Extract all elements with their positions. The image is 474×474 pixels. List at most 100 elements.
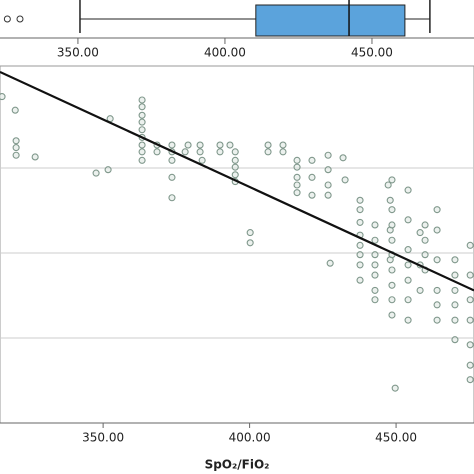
data-point bbox=[451, 301, 459, 309]
data-point bbox=[293, 163, 301, 171]
data-point bbox=[216, 141, 224, 149]
data-point bbox=[0, 93, 6, 101]
data-point bbox=[184, 141, 192, 149]
data-point bbox=[12, 151, 20, 159]
data-point bbox=[356, 206, 364, 214]
data-point bbox=[388, 311, 396, 319]
data-point bbox=[104, 166, 112, 174]
data-point bbox=[264, 141, 272, 149]
data-point bbox=[421, 236, 429, 244]
data-point bbox=[138, 126, 146, 134]
data-point bbox=[92, 169, 100, 177]
outlier bbox=[3, 15, 11, 23]
data-point bbox=[246, 229, 254, 237]
data-point bbox=[356, 241, 364, 249]
data-point bbox=[341, 176, 349, 184]
data-point bbox=[356, 218, 364, 226]
data-point bbox=[466, 271, 474, 279]
data-point bbox=[388, 296, 396, 304]
data-point bbox=[421, 221, 429, 229]
data-point bbox=[356, 261, 364, 269]
data-point bbox=[388, 221, 396, 229]
data-point bbox=[324, 151, 332, 159]
data-point bbox=[466, 241, 474, 249]
data-point bbox=[226, 141, 234, 149]
data-point bbox=[388, 236, 396, 244]
data-point bbox=[388, 206, 396, 214]
x-tick-label: 450.00 bbox=[351, 46, 393, 60]
data-point bbox=[356, 276, 364, 284]
trend-line bbox=[0, 70, 474, 292]
data-point bbox=[371, 271, 379, 279]
data-point bbox=[308, 173, 316, 181]
data-point bbox=[293, 181, 301, 189]
data-point bbox=[386, 196, 394, 204]
data-point bbox=[138, 103, 146, 111]
data-point bbox=[451, 316, 459, 324]
data-point bbox=[466, 361, 474, 369]
box bbox=[255, 4, 406, 37]
data-point bbox=[231, 156, 239, 164]
data-point bbox=[138, 156, 146, 164]
data-point bbox=[339, 154, 347, 162]
data-point bbox=[31, 153, 39, 161]
data-point bbox=[433, 226, 441, 234]
data-point bbox=[404, 316, 412, 324]
data-point bbox=[404, 296, 412, 304]
data-point bbox=[138, 141, 146, 149]
data-point bbox=[264, 148, 272, 156]
data-point bbox=[404, 186, 412, 194]
data-point bbox=[196, 148, 204, 156]
data-point bbox=[421, 251, 429, 259]
x-axis-title: SpO₂/FiO₂ bbox=[205, 458, 270, 472]
data-point bbox=[404, 216, 412, 224]
data-point bbox=[433, 206, 441, 214]
data-point bbox=[356, 196, 364, 204]
data-point bbox=[324, 191, 332, 199]
data-point bbox=[371, 251, 379, 259]
data-point bbox=[138, 148, 146, 156]
data-point bbox=[466, 376, 474, 384]
data-point bbox=[168, 141, 176, 149]
plot-frame bbox=[0, 65, 474, 424]
data-point bbox=[246, 239, 254, 247]
x-tick-label: 400.00 bbox=[204, 46, 246, 60]
data-point bbox=[168, 173, 176, 181]
x-tick-label: 400.00 bbox=[229, 431, 271, 445]
data-point bbox=[433, 301, 441, 309]
data-point bbox=[416, 286, 424, 294]
data-point bbox=[231, 171, 239, 179]
data-point bbox=[466, 341, 474, 349]
data-point bbox=[416, 229, 424, 237]
data-point bbox=[466, 316, 474, 324]
data-point bbox=[293, 156, 301, 164]
data-point bbox=[231, 163, 239, 171]
data-point bbox=[451, 336, 459, 344]
data-point bbox=[433, 286, 441, 294]
data-point bbox=[138, 96, 146, 104]
data-point bbox=[153, 148, 161, 156]
data-point bbox=[388, 266, 396, 274]
data-point bbox=[391, 384, 399, 392]
data-point bbox=[168, 194, 176, 202]
x-tick-label: 450.00 bbox=[375, 431, 417, 445]
data-point bbox=[293, 189, 301, 197]
data-point bbox=[279, 141, 287, 149]
data-point bbox=[279, 148, 287, 156]
data-point bbox=[451, 256, 459, 264]
data-point bbox=[371, 286, 379, 294]
data-point bbox=[404, 246, 412, 254]
data-point bbox=[12, 137, 20, 145]
data-point bbox=[356, 251, 364, 259]
data-point bbox=[138, 118, 146, 126]
data-point bbox=[404, 276, 412, 284]
data-point bbox=[12, 144, 20, 152]
data-point bbox=[324, 166, 332, 174]
data-point bbox=[168, 156, 176, 164]
data-point bbox=[11, 106, 19, 114]
x-tick-label: 350.00 bbox=[82, 431, 124, 445]
data-point bbox=[231, 148, 239, 156]
data-point bbox=[216, 148, 224, 156]
x-tick-label: 350.00 bbox=[57, 46, 99, 60]
